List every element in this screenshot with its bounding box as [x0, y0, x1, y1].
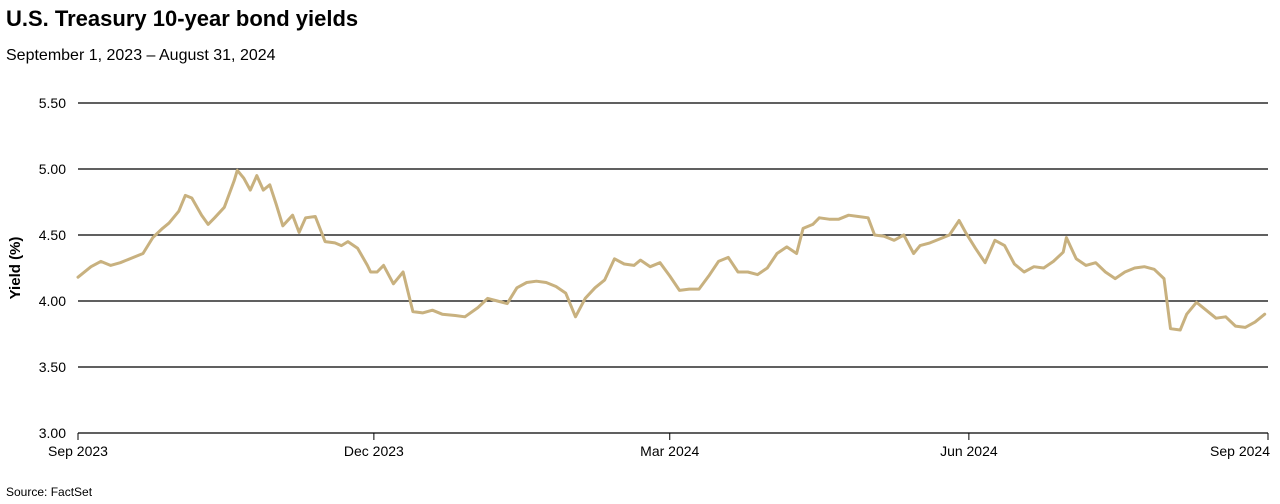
y-tick-label-5: 5.50	[39, 95, 66, 111]
chart-title: U.S. Treasury 10-year bond yields	[6, 6, 359, 31]
x-tick-label-3: Jun 2024	[940, 443, 998, 459]
series-group	[76, 168, 1267, 332]
x-tick-label-2: Mar 2024	[640, 443, 699, 459]
y-tick-label-0: 3.00	[39, 425, 66, 441]
y-axis-ticks: 3.00 3.50 4.00 4.50 5.00 5.50	[39, 95, 66, 441]
y-tick-label-2: 4.00	[39, 293, 66, 309]
y-axis-label: Yield (%)	[7, 237, 24, 300]
x-axis-ticks: Sep 2023 Dec 2023 Mar 2024 Jun 2024 Sep 2024	[48, 433, 1270, 459]
x-tick-label-1: Dec 2023	[344, 443, 404, 459]
y-tick-label-1: 3.50	[39, 359, 66, 375]
chart-subtitle: September 1, 2023 – August 31, 2024	[6, 47, 276, 64]
x-tick-label-0: Sep 2023	[48, 443, 108, 459]
source-note: Source: FactSet	[6, 485, 93, 499]
series-line-0	[76, 168, 1267, 332]
gridlines	[78, 102, 1268, 434]
y-tick-label-4: 5.00	[39, 161, 66, 177]
x-tick-label-4: Sep 2024	[1210, 443, 1270, 459]
y-tick-label-3: 4.50	[39, 227, 66, 243]
